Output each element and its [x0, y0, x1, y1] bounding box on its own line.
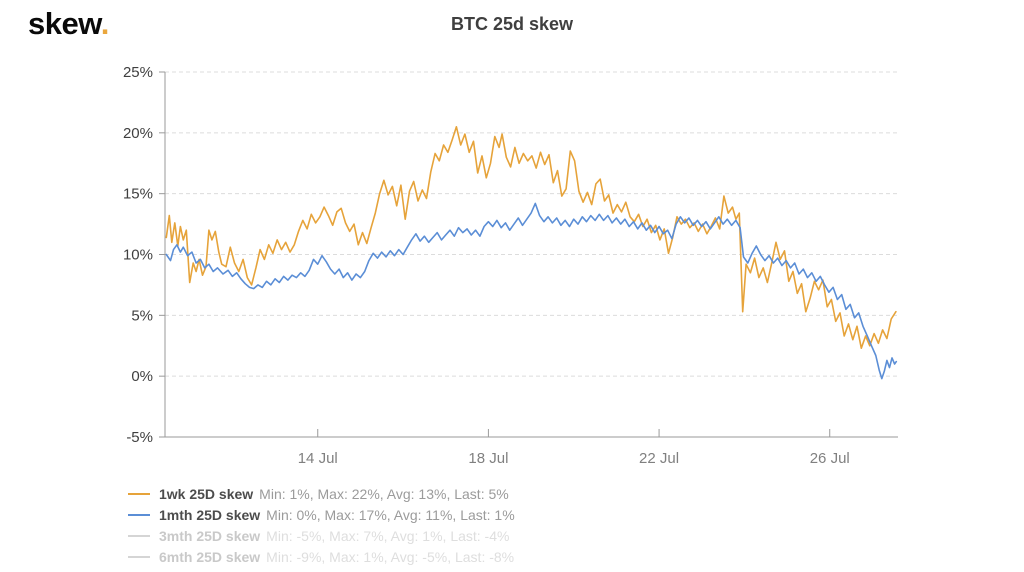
- y-tick-label: -5%: [126, 429, 153, 446]
- y-tick-label: 20%: [123, 125, 153, 142]
- legend-item-6mth-25d-skew[interactable]: 6mth 25D skew Min: -9%, Max: 1%, Avg: -5…: [128, 546, 515, 567]
- legend-item-1wk-25d-skew[interactable]: 1wk 25D skew Min: 1%, Max: 22%, Avg: 13%…: [128, 483, 515, 504]
- y-tick-label: 15%: [123, 186, 153, 203]
- y-tick-label: 0%: [131, 368, 153, 385]
- skew-logo[interactable]: skew.: [28, 6, 109, 42]
- legend-swatch-1wk: [128, 492, 150, 495]
- legend-label: 1wk 25D skew: [159, 485, 254, 502]
- legend-swatch-3mth: [128, 534, 150, 537]
- legend-label: 3mth 25D skew: [159, 527, 261, 544]
- x-tick-label: 26 Jul: [810, 450, 850, 467]
- legend: 1wk 25D skew Min: 1%, Max: 22%, Avg: 13%…: [128, 483, 515, 567]
- skew-logo-text: skew: [28, 6, 101, 41]
- legend-item-3mth-25d-skew[interactable]: 3mth 25D skew Min: -5%, Max: 7%, Avg: 1%…: [128, 525, 515, 546]
- x-tick-label: 14 Jul: [298, 450, 338, 467]
- y-tick-label: 10%: [123, 247, 153, 264]
- x-tick-label: 18 Jul: [468, 450, 508, 467]
- series-line-1mth-25d-skew: [165, 202, 898, 380]
- x-tick-label: 22 Jul: [639, 450, 679, 467]
- skew-logo-dot: .: [100, 6, 110, 41]
- y-tick-label: 25%: [123, 64, 153, 81]
- legend-stats: Min: -9%, Max: 1%, Avg: -5%, Last: -8%: [266, 548, 515, 565]
- legend-swatch-1mth: [128, 513, 150, 516]
- legend-item-1mth-25d-skew[interactable]: 1mth 25D skew Min: 0%, Max: 17%, Avg: 11…: [128, 504, 515, 525]
- legend-stats: Min: 0%, Max: 17%, Avg: 11%, Last: 1%: [266, 506, 515, 523]
- legend-swatch-6mth: [128, 555, 150, 558]
- legend-stats: Min: 1%, Max: 22%, Avg: 13%, Last: 5%: [259, 485, 509, 502]
- series-line-1wk-25d-skew: [165, 126, 897, 350]
- legend-stats: Min: -5%, Max: 7%, Avg: 1%, Last: -4%: [266, 527, 510, 544]
- btc-25d-skew-chart[interactable]: 25% 20% 15% 10% 5% 0% -5% 14 Jul 18 Jul 22 Jul 26 …: [0, 0, 1024, 478]
- chart-title: BTC 25d skew: [450, 14, 574, 34]
- legend-label: 6mth 25D skew: [159, 548, 261, 565]
- legend-label: 1mth 25D skew: [159, 506, 261, 523]
- y-tick-label: 5%: [131, 307, 153, 324]
